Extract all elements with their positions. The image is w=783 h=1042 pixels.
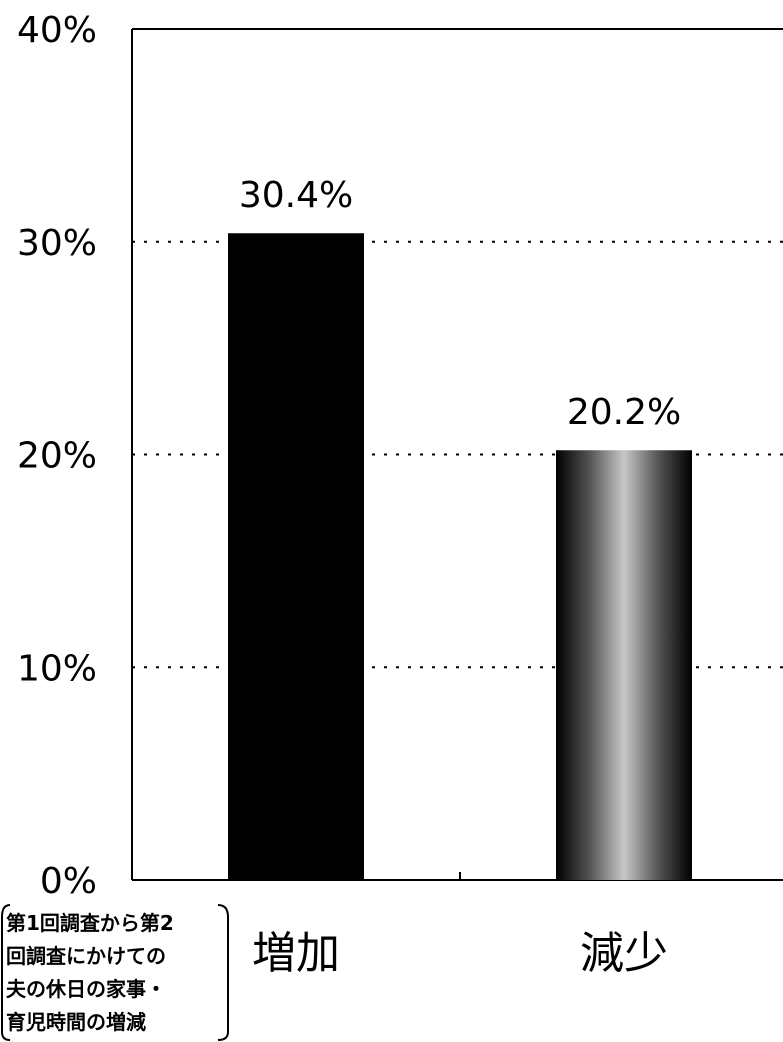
x-axis-note-line: 夫の休日の家事・: [6, 977, 166, 1001]
y-tick-labels: 0% 10% 20% 30% 40%: [17, 10, 97, 902]
y-tick-label: 40%: [17, 10, 97, 51]
x-axis-note-line: 回調査にかけての: [6, 944, 166, 968]
y-tick-label: 0%: [40, 861, 97, 902]
category-label: 増加: [252, 928, 340, 979]
category-label: 減少: [580, 928, 668, 979]
note-bracket-left: [1, 904, 11, 1041]
bar-decrease: [556, 450, 692, 880]
bar-increase: [228, 233, 364, 881]
data-label: 30.4%: [239, 175, 353, 216]
note-bracket-right: [217, 904, 229, 1041]
y-tick-label: 30%: [17, 223, 97, 264]
y-tick-label: 20%: [17, 436, 97, 477]
category-labels: 増加 減少: [252, 928, 668, 979]
x-axis-note-line: 育児時間の増減: [6, 1010, 146, 1034]
x-axis-note-line: 第1回調査から第2: [6, 911, 174, 935]
bars: [228, 233, 692, 881]
data-label: 20.2%: [567, 392, 681, 433]
data-labels: 30.4% 20.2%: [239, 175, 681, 433]
y-tick-label: 10%: [17, 648, 97, 689]
